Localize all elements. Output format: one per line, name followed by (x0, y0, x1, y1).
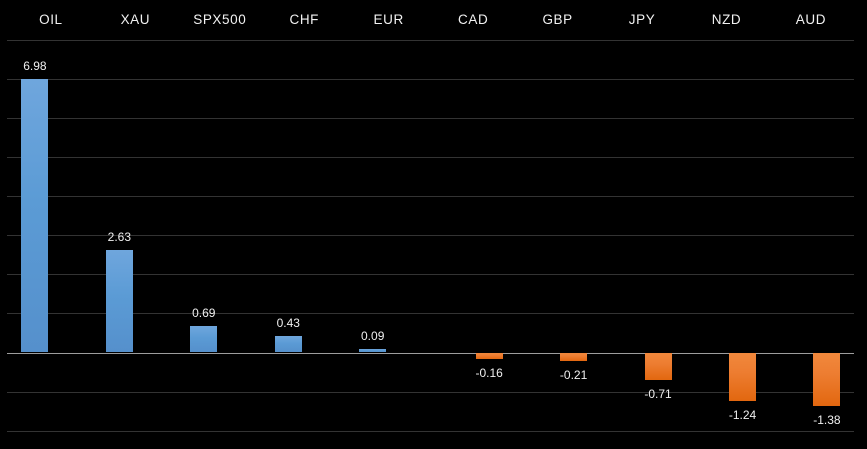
value-label-nzd: -1.24 (728, 408, 757, 422)
category-label-gbp: GBP (542, 12, 573, 27)
bar-aud (813, 352, 841, 407)
gridline (7, 313, 854, 315)
bar-spx500 (190, 325, 218, 353)
value-label-eur: 0.09 (361, 328, 385, 343)
value-label-cad: -0.16 (475, 365, 503, 380)
bar-oil (21, 79, 49, 353)
value-label-spx500: 0.69 (192, 305, 216, 320)
gridline (7, 117, 854, 119)
value-label-chf: 0.43 (276, 315, 300, 330)
category-label-spx500: SPX500 (193, 12, 247, 27)
category-label-eur: EUR (373, 12, 404, 27)
category-label-xau: XAU (120, 12, 151, 27)
category-label-aud: AUD (795, 12, 827, 27)
gridline (7, 39, 854, 41)
gridline (7, 156, 854, 158)
value-label-gbp: -0.21 (559, 367, 588, 382)
bar-gbp (560, 352, 588, 361)
category-label-jpy: JPY (628, 12, 656, 27)
category-label-cad: CAD (457, 12, 489, 27)
bar-chf (274, 335, 302, 353)
value-label-jpy: -0.71 (644, 387, 672, 402)
value-label-aud: -1.38 (813, 413, 841, 428)
bar-eur (359, 348, 387, 353)
gridline (7, 274, 854, 276)
gridline (7, 391, 854, 393)
gridline (7, 430, 854, 432)
gridline (7, 78, 854, 80)
category-label-nzd: NZD (711, 12, 742, 27)
category-label-chf: CHF (289, 12, 320, 27)
zero-axis-line (7, 352, 854, 354)
value-label-xau: 2.63 (107, 229, 132, 244)
bar-jpy (644, 352, 672, 381)
bar-xau (105, 249, 133, 353)
bar-nzd (729, 352, 756, 401)
category-label-oil: OIL (39, 12, 63, 27)
bar-cad (475, 352, 503, 359)
gridline (7, 235, 854, 237)
gridline (7, 196, 854, 198)
value-label-oil: 6.98 (23, 59, 47, 74)
